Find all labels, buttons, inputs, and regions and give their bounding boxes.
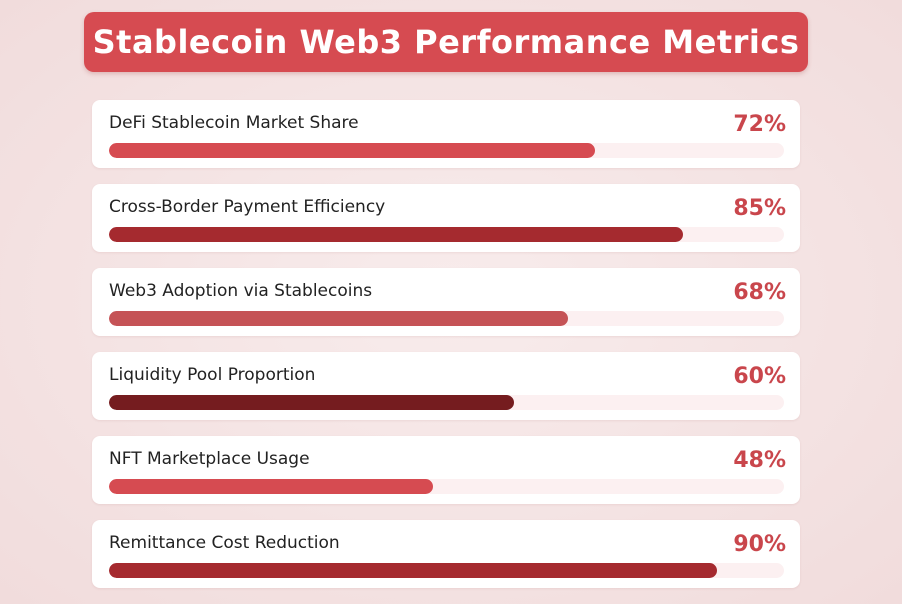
metric-label: NFT Marketplace Usage	[109, 449, 310, 469]
metric-card-defi-market-share: DeFi Stablecoin Market Share 72%	[92, 100, 800, 168]
metric-label: DeFi Stablecoin Market Share	[109, 113, 359, 133]
metric-card-liquidity-pool: Liquidity Pool Proportion 60%	[92, 352, 800, 420]
progress-bar-defi-market-share	[109, 143, 595, 158]
chart-title: Stablecoin Web3 Performance Metrics	[92, 23, 800, 61]
metric-card-remittance-cost: Remittance Cost Reduction 90%	[92, 520, 800, 588]
progress-track	[109, 479, 784, 494]
metric-value: 60%	[733, 364, 786, 389]
metric-value: 85%	[733, 196, 786, 221]
metric-label: Remittance Cost Reduction	[109, 533, 340, 553]
metrics-list: DeFi Stablecoin Market Share 72% Cross-B…	[92, 100, 800, 604]
metric-label: Web3 Adoption via Stablecoins	[109, 281, 373, 301]
progress-bar-remittance-cost	[109, 563, 717, 578]
progress-bar-nft-marketplace	[109, 479, 433, 494]
progress-bar-liquidity-pool	[109, 395, 514, 410]
progress-bar-web3-adoption	[109, 311, 568, 326]
metric-value: 72%	[733, 112, 786, 137]
progress-track	[109, 227, 784, 242]
progress-track	[109, 395, 784, 410]
progress-track	[109, 143, 784, 158]
title-banner: Stablecoin Web3 Performance Metrics	[84, 12, 808, 72]
metric-card-web3-adoption: Web3 Adoption via Stablecoins 68%	[92, 268, 800, 336]
metric-label: Liquidity Pool Proportion	[109, 365, 316, 385]
metric-card-nft-marketplace: NFT Marketplace Usage 48%	[92, 436, 800, 504]
progress-bar-cross-border-efficiency	[109, 227, 683, 242]
metric-value: 48%	[733, 448, 786, 473]
progress-track	[109, 311, 784, 326]
progress-track	[109, 563, 784, 578]
metric-value: 90%	[733, 532, 786, 557]
metric-card-cross-border-efficiency: Cross-Border Payment Efficiency 85%	[92, 184, 800, 252]
metric-label: Cross-Border Payment Efficiency	[109, 197, 386, 217]
metric-value: 68%	[733, 280, 786, 305]
